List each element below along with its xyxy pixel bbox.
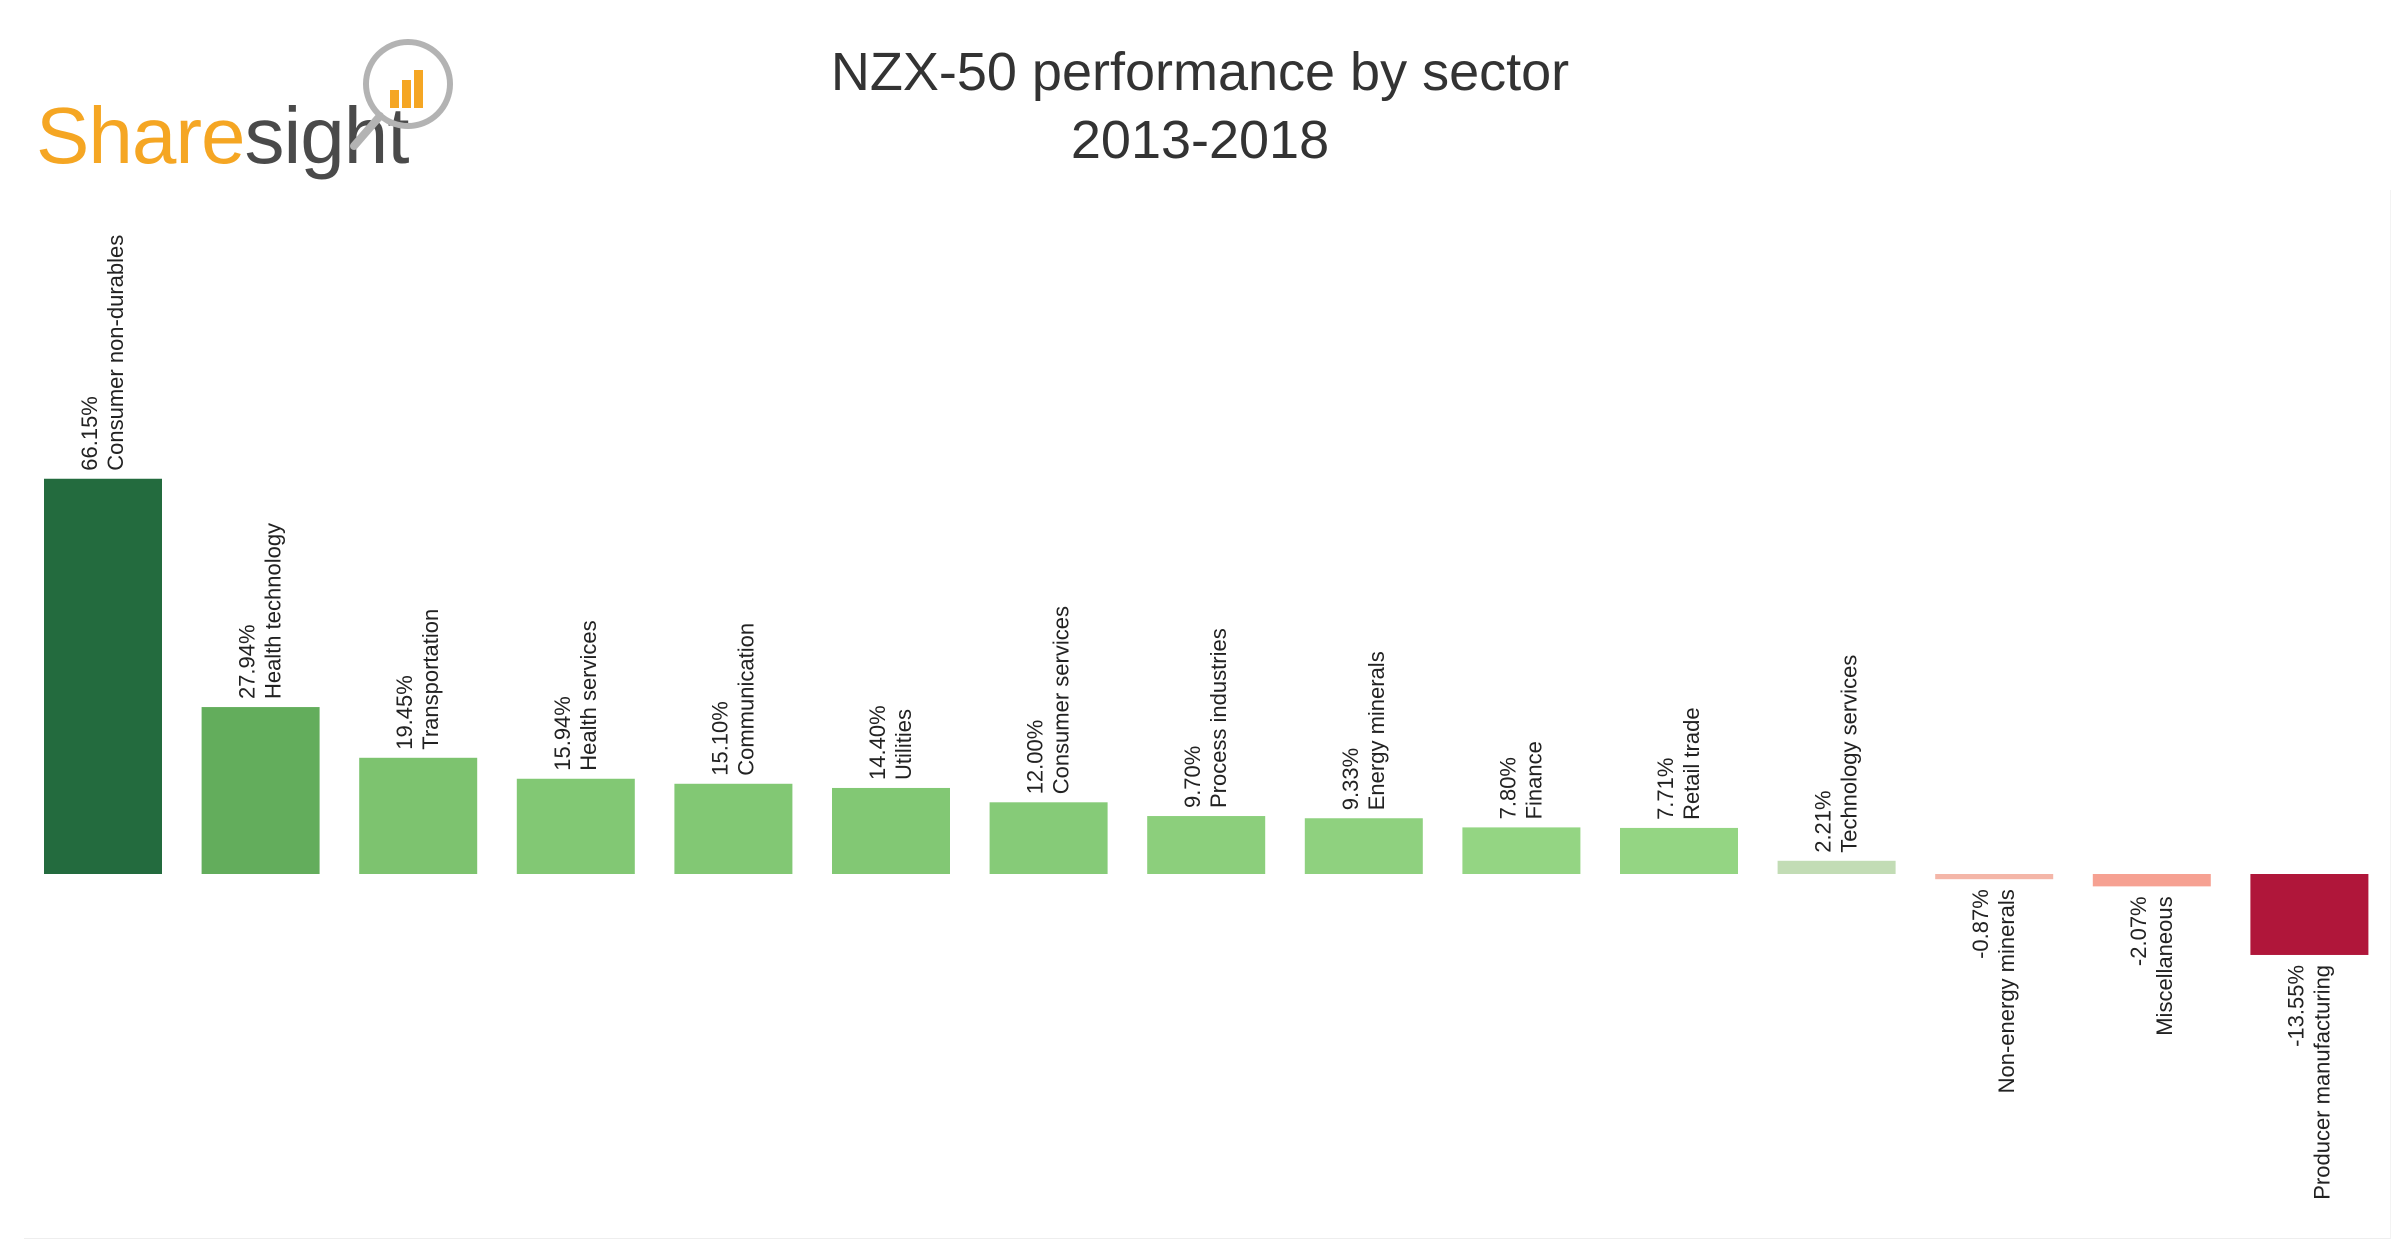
category-label-11: Technology services — [1837, 655, 1862, 853]
value-label-4: 15.10% — [707, 701, 732, 776]
logo-text-sight: sight — [244, 91, 409, 180]
category-label-4: Communication — [733, 623, 758, 776]
bar-7 — [1147, 816, 1266, 874]
category-label-8: Energy minerals — [1364, 651, 1389, 810]
category-label-14: Producer manufacturing — [2309, 965, 2334, 1200]
bar-label-group-7: 9.70% Process industries — [1180, 628, 1231, 808]
category-label-2: Transportation — [418, 609, 443, 750]
bar-0 — [44, 478, 162, 874]
category-label-12: Non-energy minerals — [1994, 889, 2019, 1093]
bar-label-group-6: 12.00% Consumer services — [1023, 606, 1074, 794]
value-label-8: 9.33% — [1338, 748, 1363, 810]
category-label-7: Process industries — [1206, 628, 1231, 808]
category-label-9: Finance — [1521, 741, 1546, 819]
bar-11 — [1777, 860, 1896, 874]
category-label-13: Miscellaneous — [2152, 896, 2177, 1035]
bar-6 — [989, 802, 1108, 874]
logo-text-share: Share — [36, 91, 245, 180]
bar-4 — [674, 783, 793, 874]
sharesight-logo: Sharesight — [36, 28, 456, 188]
magnifier-chart-icon — [350, 39, 453, 150]
value-label-2: 19.45% — [392, 675, 417, 750]
bar-14 — [2250, 874, 2369, 955]
chart-frame — [24, 190, 2391, 1239]
value-label-11: 2.21% — [1811, 790, 1836, 852]
value-label-14: -13.55% — [2283, 965, 2308, 1047]
value-label-13: -2.07% — [2126, 896, 2151, 966]
category-label-5: Utilities — [891, 709, 916, 780]
bar-label-group-11: 2.21% Technology services — [1811, 655, 1862, 853]
bar-9 — [1462, 827, 1581, 874]
logo-wordmark: Sharesight — [36, 90, 409, 182]
value-label-1: 27.94% — [235, 624, 260, 699]
category-label-3: Health services — [576, 620, 601, 770]
bar-13 — [2092, 874, 2211, 887]
bar-label-group-14: -13.55% Producer manufacturing — [2283, 965, 2334, 1200]
value-label-0: 66.15% — [77, 396, 102, 471]
bar-label-group-4: 15.10% Communication — [707, 623, 758, 776]
category-label-10: Retail trade — [1679, 707, 1704, 820]
chart-title: NZX-50 performance by sector 2013-2018 — [600, 38, 1800, 174]
category-label-6: Consumer services — [1049, 606, 1074, 794]
bar-label-group-3: 15.94% Health services — [550, 620, 601, 770]
bar-12 — [1935, 874, 2054, 880]
bar-8 — [1304, 818, 1423, 874]
category-label-0: Consumer non-durables — [103, 235, 128, 471]
value-label-10: 7.71% — [1653, 758, 1678, 820]
value-label-3: 15.94% — [550, 696, 575, 771]
bar-5 — [832, 787, 950, 874]
bar-label-group-2: 19.45% Transportation — [392, 609, 443, 750]
bar-10 — [1620, 827, 1738, 874]
bar-label-group-10: 7.71% Retail trade — [1653, 707, 1704, 820]
bar-label-group-13: -2.07% Miscellaneous — [2126, 896, 2177, 1035]
bar-3 — [516, 778, 635, 874]
bar-label-group-12: -0.87% Non-energy minerals — [1968, 889, 2019, 1093]
category-label-1: Health technology — [261, 523, 286, 699]
value-label-5: 14.40% — [865, 705, 890, 780]
bar-label-group-1: 27.94% Health technology — [235, 523, 286, 699]
bar-1 — [201, 707, 320, 874]
value-label-12: -0.87% — [1968, 889, 1993, 959]
chart-title-line-2: 2013-2018 — [1070, 110, 1330, 170]
bar-label-group-0: 66.15% Consumer non-durables — [77, 235, 128, 471]
bar-label-group-5: 14.40% Utilities — [865, 705, 916, 780]
bar-label-group-8: 9.33% Energy minerals — [1338, 651, 1389, 810]
bar-2 — [359, 757, 478, 874]
value-label-6: 12.00% — [1023, 720, 1048, 795]
value-label-7: 9.70% — [1180, 746, 1205, 808]
bar-label-group-9: 7.80% Finance — [1495, 741, 1546, 819]
value-label-9: 7.80% — [1495, 757, 1520, 819]
chart-title-line-1: NZX-50 performance by sector — [830, 42, 1570, 102]
